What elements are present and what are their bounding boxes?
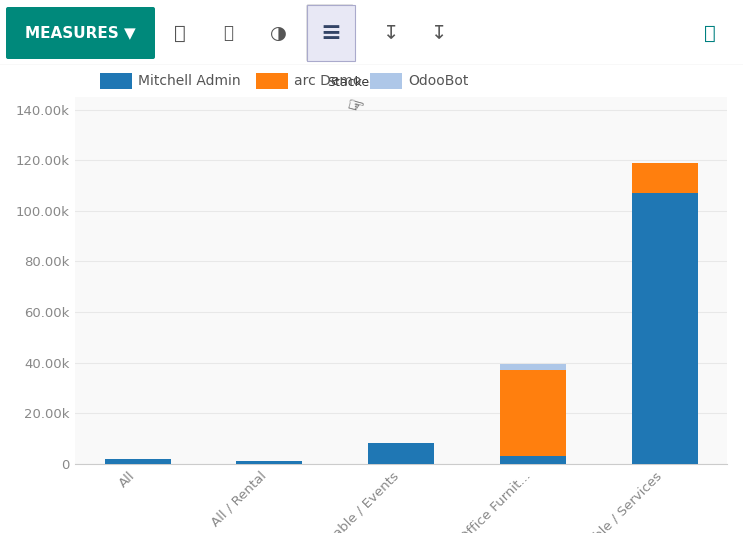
Text: MEASURES ▼: MEASURES ▼ [25, 26, 135, 41]
Text: ⬛: ⬛ [174, 23, 186, 43]
Bar [632, 193, 698, 464]
Bar [236, 461, 302, 464]
Bar [632, 163, 698, 193]
Text: ≡: ≡ [320, 21, 342, 45]
Text: ↧: ↧ [382, 23, 398, 43]
Text: ☞: ☞ [344, 95, 366, 118]
FancyBboxPatch shape [307, 5, 355, 61]
Text: Mitchell Admin: Mitchell Admin [138, 74, 241, 88]
Text: ◑: ◑ [270, 23, 287, 43]
FancyBboxPatch shape [314, 67, 390, 99]
Text: arc Demo: arc Demo [294, 74, 361, 88]
FancyBboxPatch shape [6, 7, 155, 59]
Text: 📈: 📈 [223, 24, 233, 42]
FancyBboxPatch shape [307, 5, 353, 61]
Bar [500, 370, 566, 456]
Bar [105, 459, 171, 464]
FancyBboxPatch shape [100, 73, 132, 89]
FancyBboxPatch shape [256, 73, 288, 89]
Bar [500, 456, 566, 464]
Text: Stacked: Stacked [327, 77, 377, 90]
Text: OdooBot: OdooBot [408, 74, 468, 88]
Text: 🏔: 🏔 [704, 23, 716, 43]
FancyBboxPatch shape [370, 73, 402, 89]
Text: ↧: ↧ [429, 23, 447, 43]
Bar [500, 364, 566, 370]
Bar [369, 443, 434, 464]
